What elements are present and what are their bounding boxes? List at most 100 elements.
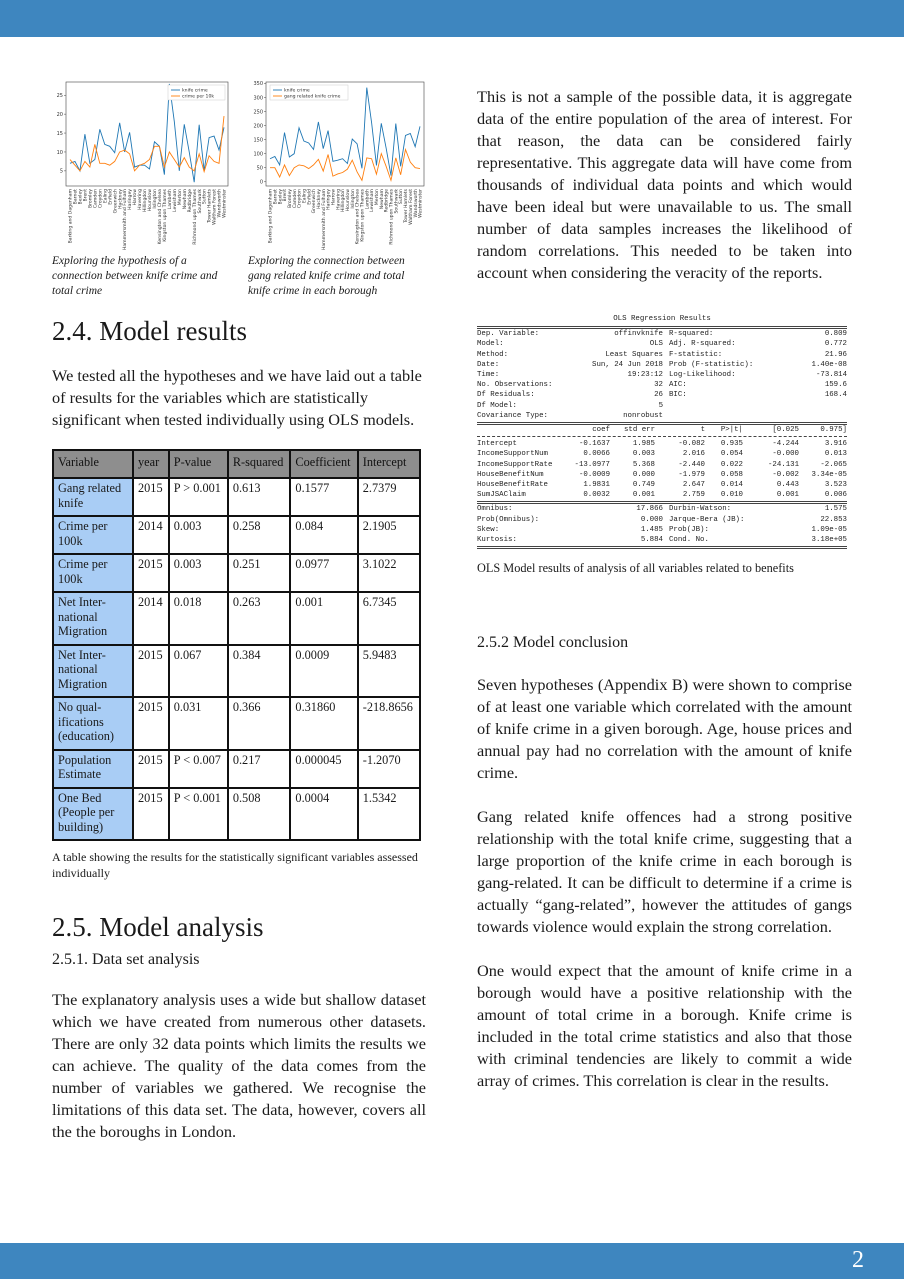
ols-row: Dep. Variable: offinvknife R-squared: 0.809	[477, 329, 847, 339]
ols-cell: Intercept	[477, 440, 517, 449]
table-cell: 0.003	[167, 553, 229, 593]
x-tick-label: Greenwich	[311, 189, 317, 213]
table-cell: 0.258	[226, 515, 292, 555]
ols-cell: Prob (F-statistic):	[669, 360, 754, 369]
ols-cell: 0.010	[720, 491, 743, 500]
ols-cell: 22.853	[820, 515, 847, 524]
ols-cell: 1.40e-08	[811, 360, 847, 369]
ols-row: HouseBenefitNum -0.0009 0.000 -1.979 0.058 -0…	[477, 470, 847, 480]
ols-cell: R-squared:	[669, 330, 714, 339]
subsection-heading: 2.5.2 Model conclusion	[477, 634, 629, 652]
ols-row: Covariance Type: nonrobust	[477, 411, 847, 421]
figure-knife-vs-total: 5 10 15 20 25 Barking and Dagenham Barnet Bexle…	[52, 80, 230, 299]
ols-cell: 0.054	[720, 450, 743, 459]
ols-cell: 5.368	[632, 460, 655, 469]
x-tick-label: Westminster	[418, 189, 424, 218]
table-cell: 0.0977	[289, 553, 359, 593]
ols-row: IncomeSupportRate -13.0977 5.368 -2.440 0.02…	[477, 460, 847, 470]
x-tick-label: Tower Hamlets	[207, 188, 213, 223]
table-cell: 0.366	[226, 696, 292, 751]
ols-row: Kurtosis: 5.884 Cond. No. 3.18e+05	[477, 535, 847, 545]
x-tick-label: Newham	[379, 188, 385, 209]
table-cell: 0.251	[226, 553, 292, 593]
ols-cell	[773, 411, 847, 421]
y-tick-label: 300	[253, 95, 263, 101]
x-tick-label: Hammersmith and Fulham	[321, 188, 327, 250]
paragraph: This is not a sample of the possible dat…	[477, 87, 852, 282]
y-tick-label: 50	[257, 166, 263, 172]
ols-cell: Kurtosis:	[477, 536, 517, 545]
ols-cell: 17.866	[636, 505, 663, 514]
ols-cell: 5.884	[640, 536, 663, 545]
x-tick-label: Newham	[182, 188, 188, 209]
y-tick-label: 5	[60, 169, 63, 175]
ols-cell: Df Residuals:	[477, 391, 535, 400]
ols-cell: Date:	[477, 360, 500, 369]
ols-row: Skew: 1.485 Prob(JB): 1.09e-05	[477, 525, 847, 535]
figure-gang-vs-knife: 0 50 100 150 200 250 300 350 Barking and Dagenha…	[248, 80, 426, 299]
ols-cell: 159.6	[824, 381, 847, 390]
series-line-0	[69, 83, 225, 183]
ols-cell: -2.065	[820, 460, 847, 469]
x-tick-label: Barking and Dagenham	[68, 188, 74, 243]
ols-row: Prob(Omnibus): 0.000 Jarque-Bera (JB): 22.8…	[477, 515, 847, 525]
x-tick-label: Redbridge	[187, 189, 193, 213]
ols-cell	[773, 401, 847, 411]
section-heading: 2.4. Model results	[52, 316, 247, 346]
y-tick-label: 150	[253, 137, 263, 143]
table-cell: 0.1577	[289, 477, 359, 517]
ols-cell: 3.34e-05	[811, 470, 847, 479]
x-tick-label: Hillingdon	[340, 189, 346, 212]
table-cell: 0.217	[226, 748, 292, 789]
ols-cell: 0.000	[640, 515, 663, 524]
ols-row: Df Model: 5	[477, 401, 847, 411]
chart-knife-vs-total-crime: 5 10 15 20 25 Barking and Dagenham Barnet Bexle…	[57, 81, 229, 250]
table-cell: 2014	[132, 515, 170, 555]
ols-column-header: 0.975]	[820, 426, 847, 435]
table-cell: 6.7345	[356, 591, 422, 646]
column-header: year	[132, 449, 170, 479]
table-cell: 0.0009	[289, 643, 359, 698]
table-cell: 2014	[132, 591, 170, 646]
ols-cell: 0.749	[632, 481, 655, 490]
table-cell: 2015	[132, 786, 170, 841]
variable-cell: Gang related knife	[52, 477, 134, 517]
ols-cell: Adj. R-squared:	[669, 340, 736, 349]
x-tick-label: Kensington and Chelsea	[157, 189, 163, 245]
legend-label: gang related knife crime	[284, 94, 341, 100]
legend-label: crime per 10k	[182, 94, 214, 100]
ols-cell: -0.0009	[578, 470, 610, 479]
table-cell: 5.9483	[356, 643, 422, 698]
ols-cell: No. Observations:	[477, 381, 553, 390]
y-tick-label: 200	[253, 123, 263, 129]
ols-cell: SumJSAClaim	[477, 491, 526, 500]
ols-column-header: [0.025	[772, 426, 799, 435]
ols-cell: 32	[654, 381, 663, 390]
x-tick-label: Enfield	[107, 189, 113, 205]
table-cell: 0.384	[226, 643, 292, 698]
ols-cell: 0.0066	[583, 450, 610, 459]
variable-cell: Crime per 100k	[52, 515, 134, 555]
paragraph: The explanatory analysis uses a wide but…	[52, 990, 426, 1141]
x-tick-label: Kingston upon Thames	[162, 188, 168, 241]
figure-caption: Exploring the connection between gang re…	[248, 255, 405, 297]
ols-cell: -0.1637	[578, 440, 610, 449]
table-cell: P < 0.001	[167, 786, 229, 841]
ols-cell: 2.016	[682, 450, 705, 459]
x-tick-label: Bexley	[78, 189, 84, 205]
table-cell: 2015	[132, 748, 170, 789]
x-tick-label: Sutton	[398, 189, 404, 204]
x-tick-label: Hillingdon	[142, 189, 148, 212]
ols-cell: 0.809	[824, 330, 847, 339]
ols-cell: Durbin-Watson:	[669, 505, 732, 514]
x-tick-label: Brent	[282, 189, 288, 202]
ols-cell: 0.014	[720, 481, 743, 490]
x-tick-label: Richmond upon Thames	[389, 188, 395, 244]
x-tick-label: Hackney	[316, 189, 322, 209]
table-caption: A table showing the results for the stat…	[52, 850, 418, 880]
x-tick-label: Tower Hamlets	[403, 188, 409, 223]
variable-cell: One Bed (People per building)	[52, 786, 134, 841]
ols-cell: 0.0032	[583, 491, 610, 500]
subsection-heading: 2.5.1. Data set analysis	[52, 951, 200, 968]
table-cell: 0.003	[167, 515, 229, 555]
